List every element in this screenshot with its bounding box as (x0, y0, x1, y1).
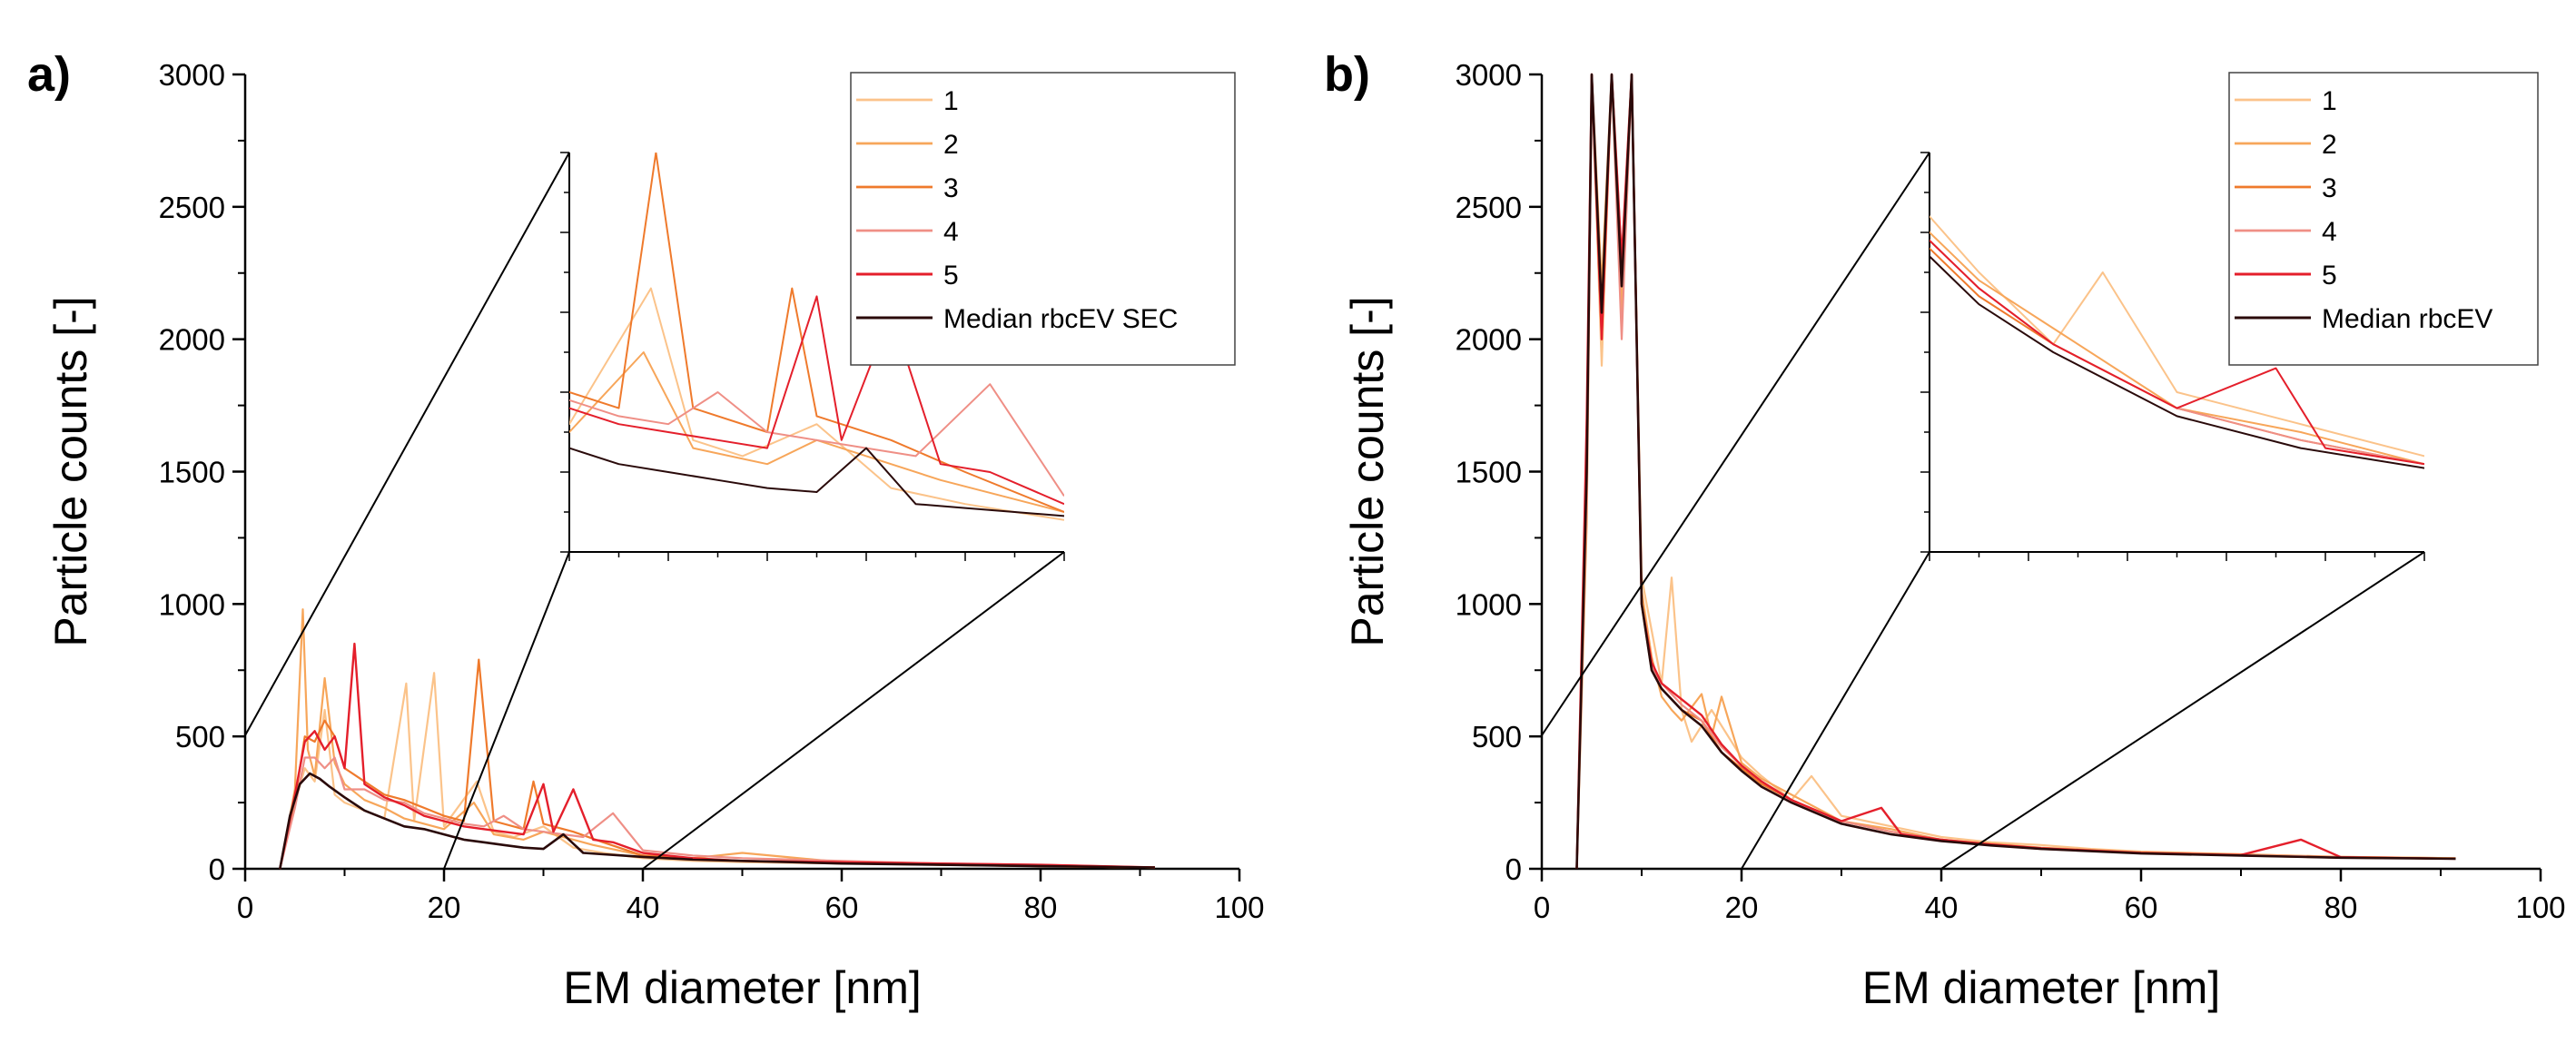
inset-series-line-2 (569, 351, 1064, 513)
panel-label: a) (27, 47, 71, 102)
inset-series (569, 153, 1064, 521)
x-tick-label: 40 (1925, 891, 1959, 924)
y-tick-label: 3000 (1456, 58, 1522, 92)
zoom-connector-line (642, 551, 1065, 870)
panel-label: b) (1324, 47, 1370, 102)
y-tick-label: 0 (209, 852, 225, 886)
x-tick-label: 60 (825, 891, 859, 924)
x-tick-label: 20 (1725, 891, 1759, 924)
y-tick-label: 1500 (1456, 456, 1522, 489)
y-tick-label: 0 (1505, 852, 1522, 886)
x-tick-label: 100 (2515, 891, 2565, 924)
series-line-6 (279, 772, 1155, 870)
legend-label-2: 2 (943, 130, 959, 160)
y-tick-label: 3000 (159, 58, 225, 92)
inset-series-line-5 (569, 295, 1064, 506)
y-tick-label: 2000 (159, 323, 225, 357)
x-tick-label: 0 (237, 891, 253, 924)
main-plot-series (1575, 73, 2456, 870)
x-tick-label: 80 (1024, 891, 1058, 924)
inset-series-line-6 (569, 447, 1064, 517)
inset-series-line-1 (1930, 215, 2424, 458)
zoom-connector-line (244, 152, 570, 736)
y-axis-title: Particle counts [-] (1342, 296, 1393, 646)
y-axis-title: Particle counts [-] (45, 296, 96, 646)
y-tick-label: 500 (175, 720, 225, 753)
legend-box (2228, 72, 2539, 366)
legend-label-5: 5 (943, 261, 959, 291)
inset-series-line-1 (569, 287, 1064, 521)
legend: 1 2 3 4 5 Median rbcEV SEC (850, 72, 1236, 366)
zoom-connector-line (443, 551, 570, 870)
legend-label-5: 5 (2322, 261, 2337, 291)
legend: 1 2 3 4 5 Median rbcEV (2228, 72, 2539, 366)
y-tick-label: 1000 (1456, 587, 1522, 621)
x-tick-label: 20 (428, 891, 461, 924)
inset-series-line-5 (1930, 239, 2424, 466)
y-tick-label: 1000 (159, 587, 225, 621)
panel-b: b)0 20 40 60 80 100050010001500200025003000EM… (1324, 47, 2566, 1013)
series-line-4 (279, 756, 1155, 870)
inset-series-line-2 (1930, 231, 2424, 466)
zoom-connector-line (1541, 152, 1930, 736)
legend-label-6: Median rbcEV (2322, 304, 2492, 334)
y-tick-label: 2500 (159, 191, 225, 224)
x-tick-label: 40 (627, 891, 660, 924)
legend-label-1: 1 (943, 86, 959, 116)
x-axis-title: EM diameter [nm] (1862, 962, 2221, 1013)
series-line-6 (1575, 73, 2456, 870)
inset-series-line-6 (1930, 254, 2424, 469)
x-tick-label: 100 (1214, 891, 1264, 924)
legend-label-4: 4 (943, 217, 959, 247)
x-axis-title: EM diameter [nm] (563, 962, 922, 1013)
inset-series-line-4 (569, 383, 1064, 497)
legend-box (850, 72, 1236, 366)
zoom-connector-line (1940, 551, 2425, 870)
x-tick-label: 60 (2125, 891, 2158, 924)
x-tick-label: 0 (1534, 891, 1550, 924)
panel-a: a)0 20 40 60 80 100050010001500200025003000EM… (27, 47, 1265, 1013)
legend-label-6: Median rbcEV SEC (943, 304, 1178, 334)
legend-label-2: 2 (2322, 130, 2337, 160)
legend-label-3: 3 (2322, 173, 2337, 203)
legend-label-4: 4 (2322, 217, 2337, 247)
inset-series (1930, 215, 2424, 469)
y-tick-label: 1500 (159, 456, 225, 489)
y-tick-label: 500 (1472, 720, 1522, 753)
x-tick-label: 80 (2324, 891, 2358, 924)
main-plot-series (279, 608, 1155, 870)
zoom-connector-line (1741, 551, 1930, 870)
legend-label-3: 3 (943, 173, 959, 203)
y-tick-label: 2500 (1456, 191, 1522, 224)
y-tick-label: 2000 (1456, 323, 1522, 357)
legend-label-1: 1 (2322, 86, 2337, 116)
